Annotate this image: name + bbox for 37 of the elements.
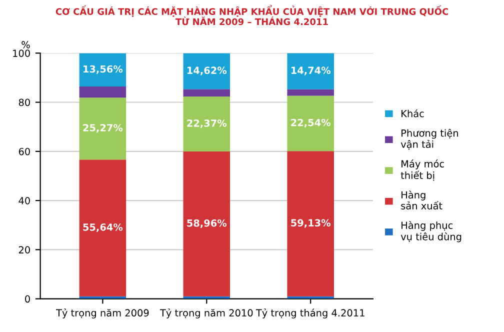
bar [79,53,126,87]
legend-label: Phương tiện vận tải [400,128,458,150]
data-label: 59,13% [291,219,331,228]
y-tick-label: 100 [13,50,30,57]
bar [287,89,334,96]
y-tick-label: 0 [25,295,30,303]
data-label: 22,37% [187,119,227,128]
bar [183,53,230,90]
bar [183,89,230,97]
legend-label: Hàng phục vụ tiêu dùng [400,221,462,242]
bar [183,96,230,152]
bar [79,160,126,296]
x-tick-label: Tỷ trọng năm 2009 [56,308,149,318]
legend-label: Máy móc thiết bị [400,160,444,181]
data-label: 58,96% [187,219,227,228]
y-tick-label: 40 [18,197,30,204]
bar [79,98,126,160]
data-label: 14,74% [291,66,331,76]
bar [287,151,334,296]
data-label: 22,54% [291,118,331,128]
data-label: 13,56% [84,65,123,74]
y-tick-label: 80 [18,98,30,106]
chart-title: CƠ CẤU GIÁ TRỊ CÁC MẶT HÀNG NHẬP KHẨU CỦA VIỆT NAM VỚI TRUNG QUỐC TỪ NĂM 2009 – THÁNG 4.2011 [56,4,448,26]
bar [183,151,230,296]
y-tick-label: 60 [18,148,30,156]
x-tick-label: Tỷ trọng năm 2010 [160,308,253,318]
y-tick-label: 20 [18,246,30,254]
bar [79,86,126,98]
bar [287,53,334,90]
data-label: 14,62% [187,66,227,76]
bar [287,96,334,152]
data-label: 55,64% [83,223,123,232]
y-axis-title: % [22,40,30,48]
legend-label: Hàng sản xuất [401,190,442,210]
x-tick-label: Tỷ trọng tháng 4.2011 [256,308,364,318]
legend-label: Khác [402,109,424,118]
data-label: 25,27% [83,124,123,133]
